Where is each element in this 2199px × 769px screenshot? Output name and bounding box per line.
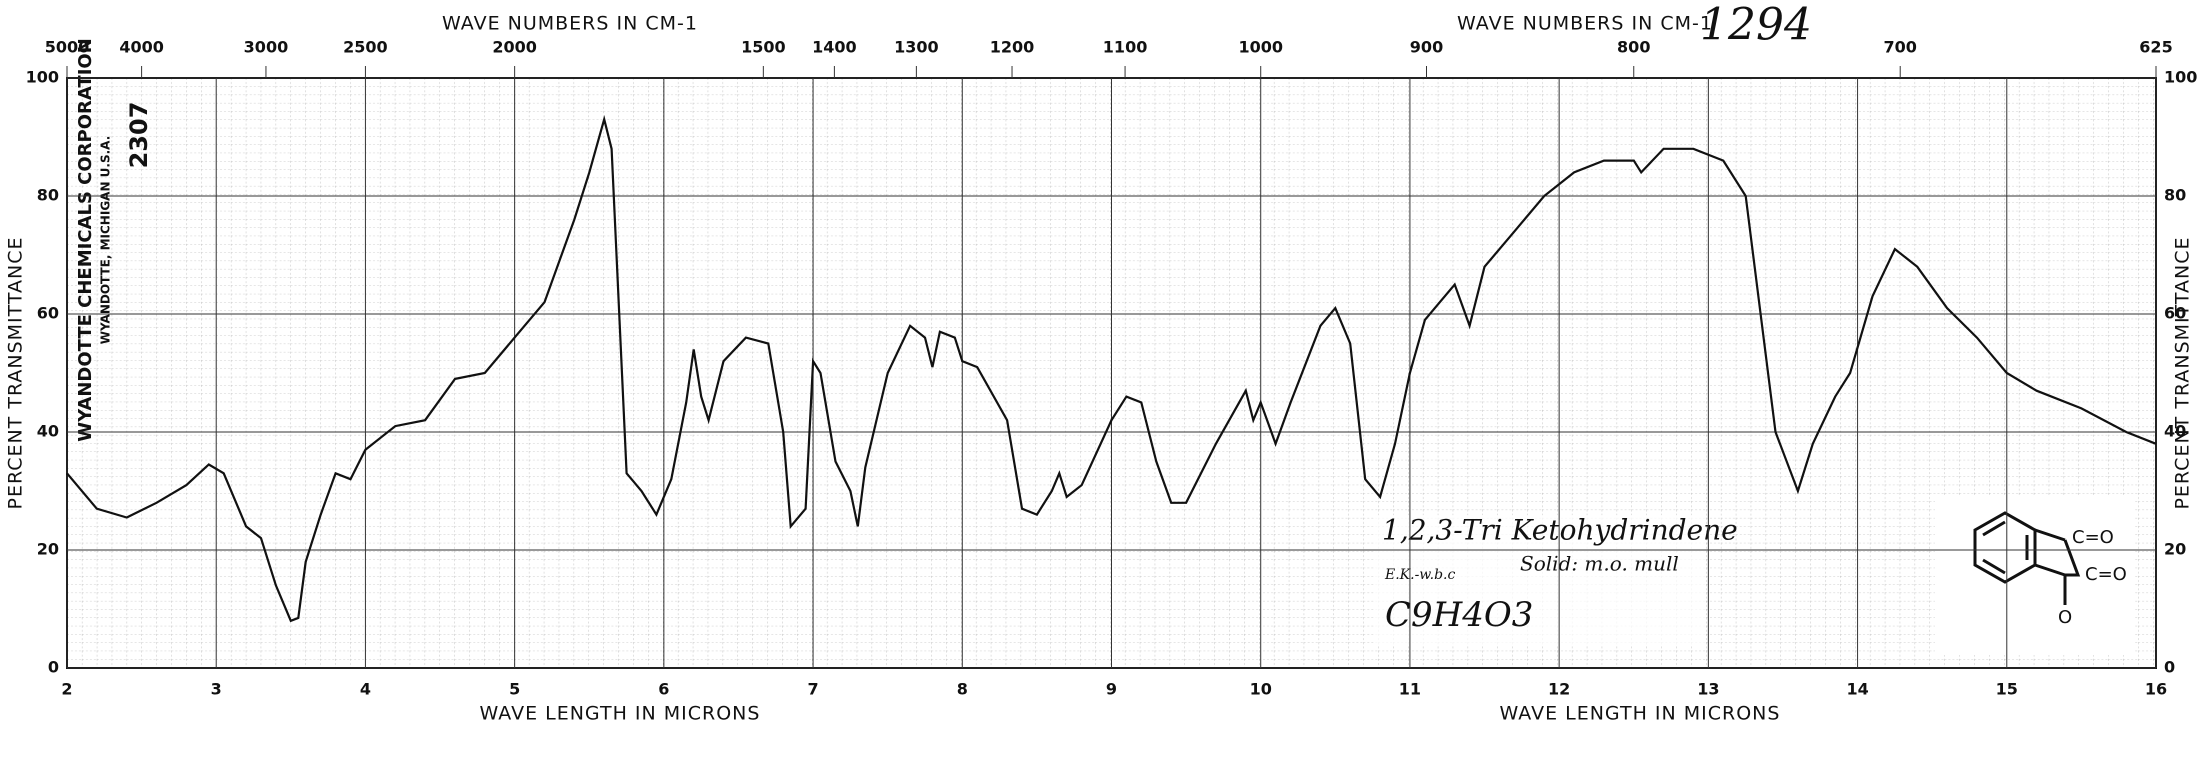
x-tick-label: 14 [1846, 680, 1868, 699]
x2-tick-label: 2500 [343, 38, 388, 57]
y-axis-label: PERCENT TRANSMITTANCE [2172, 236, 2194, 509]
x2-axis-label: WAVE NUMBERS IN CM-1 [1457, 13, 1713, 35]
x-tick-label: 9 [1106, 680, 1117, 699]
x2-tick-label: 625 [2139, 38, 2172, 57]
x2-tick-label: 5000 [45, 38, 90, 57]
x2-tick-label: 2000 [492, 38, 537, 57]
x2-tick-label: 900 [1410, 38, 1443, 57]
bonds [1982, 520, 2081, 605]
y-tick-label: 60 [37, 304, 59, 323]
x-axis-label: WAVE LENGTH IN MICRONS [480, 703, 761, 725]
x-tick-label: 12 [1548, 680, 1570, 699]
x-tick-label: 3 [211, 680, 222, 699]
spectrum-line [66, 115, 2157, 623]
x-tick-label: 13 [1697, 680, 1719, 699]
y-tick-label: 20 [37, 540, 59, 559]
x2-tick-label: 1100 [1103, 38, 1148, 57]
x2-tick-label: 1500 [741, 38, 786, 57]
structure: C=O C=O O [1935, 495, 2135, 655]
x2-tick-label: 800 [1617, 38, 1650, 57]
x-tick-label: 8 [957, 680, 968, 699]
x2-tick-label: 1000 [1238, 38, 1283, 57]
chart-number: 2307 [125, 102, 153, 169]
initials: E.K.-w.b.c [1384, 567, 1455, 583]
x-tick-label: 15 [1996, 680, 2018, 699]
location: WYANDOTTE, MICHIGAN U.S.A. [99, 136, 113, 345]
y-tick-label: 0 [48, 658, 59, 677]
y-axis-label: PERCENT TRANSMITTANCE [5, 236, 27, 509]
x2-axis-label: WAVE NUMBERS IN CM-1 [442, 13, 698, 35]
y-tick-label: 60 [2164, 304, 2186, 323]
x2-tick-label: 4000 [119, 38, 164, 57]
x-tick-label: 16 [2145, 680, 2167, 699]
x-tick-label: 10 [1250, 680, 1272, 699]
x-tick-label: 5 [509, 680, 520, 699]
formula: C9H4O3 [1385, 595, 1533, 635]
x-tick-label: 11 [1399, 680, 1421, 699]
x2-tick-label: 1400 [812, 38, 857, 57]
group-label: C=O [2085, 564, 2127, 585]
company: WYANDOTTE CHEMICALS CORPORATION [75, 38, 96, 442]
structure-box [1935, 495, 2135, 655]
label-box [1375, 515, 1705, 645]
x-tick-label: 6 [658, 680, 669, 699]
x-tick-label: 2 [61, 680, 72, 699]
x2-tick-label: 700 [1884, 38, 1917, 57]
x-tick-label: 4 [360, 680, 371, 699]
y-tick-label: 100 [26, 68, 59, 87]
y-tick-label: 80 [37, 186, 59, 205]
x2-tick-label: 3000 [244, 38, 289, 57]
phase: Solid: m.o. mull [1520, 552, 1679, 576]
x-axis-label: WAVE LENGTH IN MICRONS [1500, 703, 1781, 725]
y-tick-label: 40 [2164, 422, 2186, 441]
compound-name: 1,2,3-Tri Ketohydrindene [1382, 514, 1738, 547]
y-tick-label: 20 [2164, 540, 2186, 559]
group-label: O [2058, 607, 2072, 628]
y-tick-label: 0 [2164, 658, 2175, 677]
x-tick-label: 7 [808, 680, 819, 699]
y-tick-label: 80 [2164, 186, 2186, 205]
x2-tick-label: 1200 [990, 38, 1035, 57]
sheet-number: 1294 [1700, 0, 1812, 51]
y-tick-label: 40 [37, 422, 59, 441]
y-tick-label: 100 [2164, 68, 2197, 87]
group-label: C=O [2072, 527, 2114, 548]
x2-tick-label: 1300 [894, 38, 939, 57]
